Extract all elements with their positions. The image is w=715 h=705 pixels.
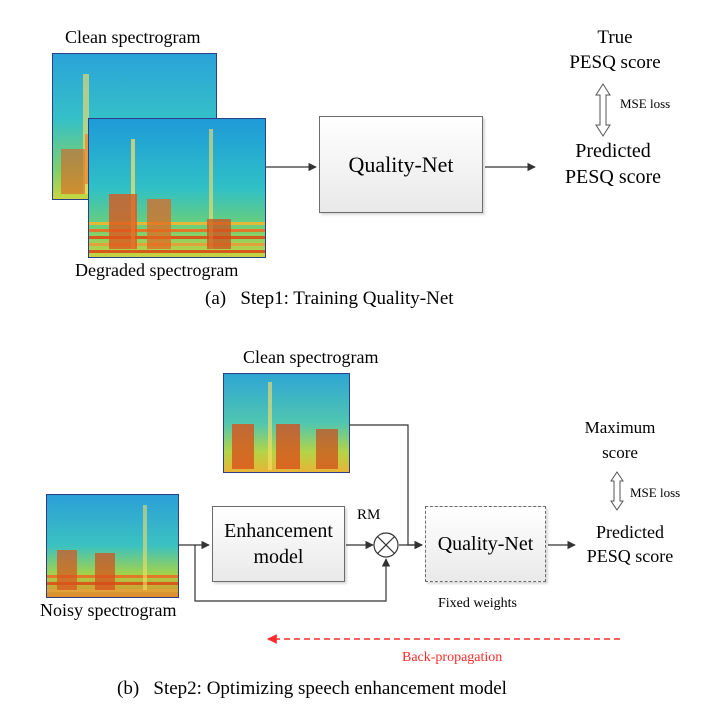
step1-quality-net-label: Quality-Net — [348, 151, 454, 177]
step2-noisy-spectrogram — [46, 494, 179, 598]
fixed-weights-label: Fixed weights — [438, 596, 517, 611]
step1-true-line1: True — [597, 27, 633, 48]
enhancement-label-2: model — [253, 546, 304, 568]
maximum-label-2: score — [602, 443, 638, 462]
step1-degraded-spectrogram — [88, 118, 266, 258]
step2-quality-net-label: Quality-Net — [437, 532, 534, 555]
step2-caption: (b) Step2: Optimizing speech enhancement… — [117, 678, 507, 699]
step1-pred-label-2: PESQ score — [564, 166, 662, 188]
double-arrow-step2 — [610, 471, 624, 511]
enhancement-model-box: Enhancement model — [212, 506, 345, 582]
step1-quality-net-box: Quality-Net — [319, 116, 483, 213]
maximum-label: Maximum — [584, 418, 656, 437]
step2-quality-net-box: Quality-Net — [425, 506, 546, 582]
step2-pred-label-2: PESQ score — [586, 546, 674, 566]
step1-mse-loss-label: MSE loss — [620, 96, 671, 111]
enhancement-label-1: Enhancement — [224, 520, 333, 542]
step1-clean-label: Clean spectrogram — [65, 27, 201, 47]
step1-true-label: True — [565, 28, 665, 47]
backprop-label: Back-propagation — [402, 650, 503, 665]
step1-pred-label: Predicted — [575, 140, 651, 162]
double-arrow-step1 — [595, 83, 611, 137]
wire-clean-to-qnet — [349, 424, 423, 550]
step2-mse-loss-label: MSE loss — [630, 485, 681, 500]
step1-degraded-label: Degraded spectrogram — [75, 260, 239, 280]
wire-noisy-bypass — [194, 545, 391, 602]
step2-clean-label: Clean spectrogram — [243, 347, 379, 367]
rm-label: RM — [357, 507, 381, 523]
step1-true-label-2: PESQ score — [569, 52, 661, 73]
step2-noisy-label: Noisy spectrogram — [40, 600, 177, 620]
step2-clean-spectrogram — [223, 373, 350, 473]
step1-caption: (a) Step1: Training Quality-Net — [205, 288, 454, 309]
step2-pred-label: Predicted — [596, 522, 664, 542]
